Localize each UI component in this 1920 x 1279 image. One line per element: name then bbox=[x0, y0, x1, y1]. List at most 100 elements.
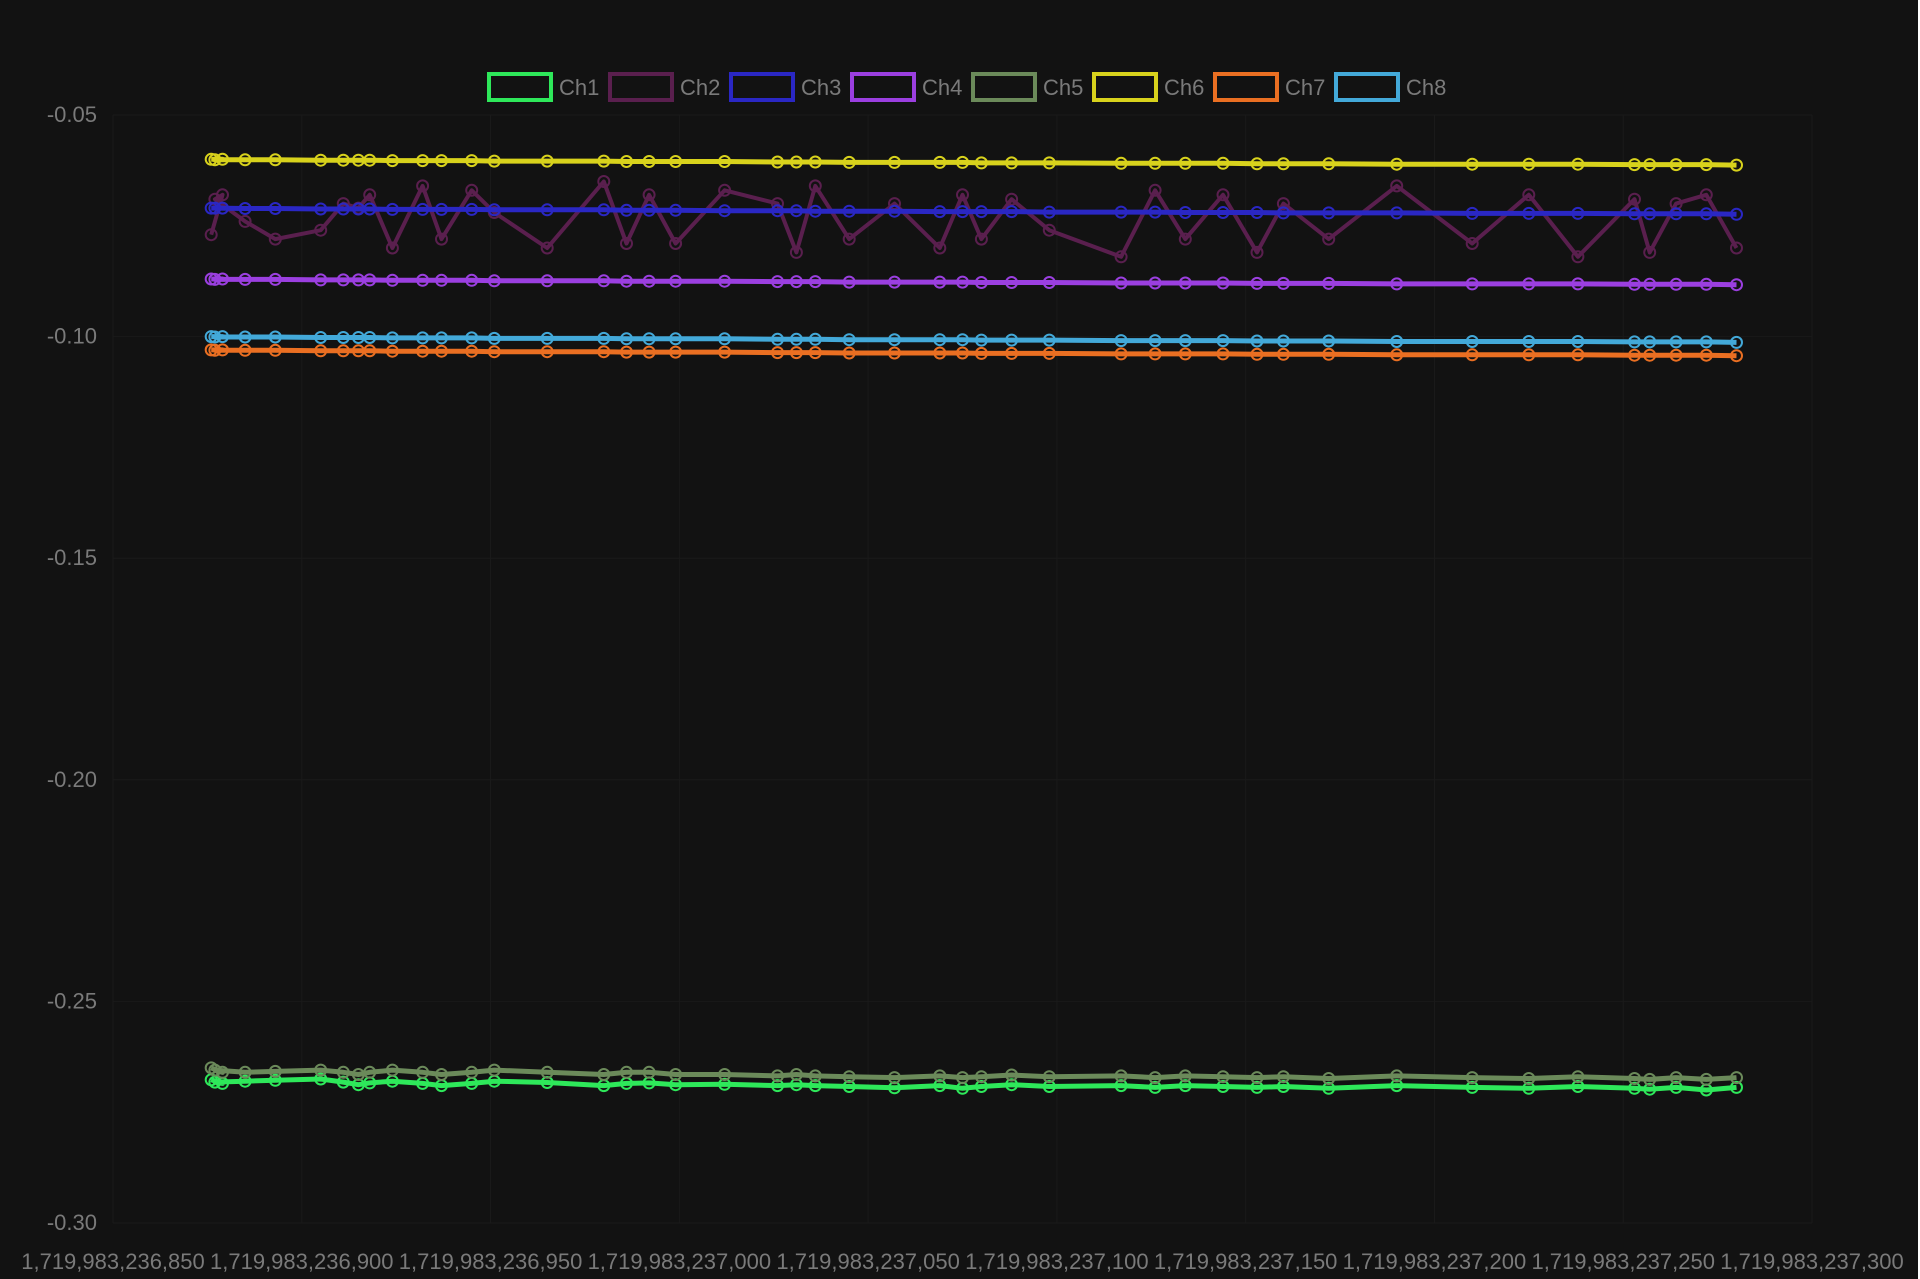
data-point bbox=[642, 1065, 656, 1079]
data-point bbox=[268, 232, 282, 246]
data-point bbox=[238, 202, 252, 215]
data-point bbox=[888, 155, 901, 169]
series-ch7 bbox=[204, 343, 1743, 363]
data-point bbox=[336, 153, 350, 167]
data-point bbox=[1114, 334, 1128, 348]
data-point bbox=[238, 153, 252, 167]
data-point bbox=[974, 205, 988, 219]
data-point bbox=[268, 272, 282, 286]
data-point bbox=[1322, 157, 1336, 171]
data-point bbox=[238, 1074, 252, 1088]
legend-swatch bbox=[487, 72, 553, 102]
legend-item-ch6[interactable]: Ch6 bbox=[1092, 72, 1204, 102]
data-point bbox=[1730, 278, 1743, 292]
legend-label: Ch3 bbox=[801, 75, 841, 100]
data-point bbox=[487, 331, 501, 345]
data-point bbox=[487, 154, 501, 168]
data-point bbox=[1669, 207, 1683, 221]
data-point bbox=[1322, 206, 1336, 220]
data-point bbox=[1178, 334, 1192, 348]
data-point bbox=[487, 345, 501, 359]
data-point bbox=[1216, 188, 1230, 202]
data-point bbox=[808, 1079, 822, 1093]
data-point bbox=[204, 228, 218, 242]
series-line bbox=[211, 347, 1737, 359]
data-point bbox=[1643, 335, 1657, 349]
x-tick-label: 1,719,983,237,000 bbox=[588, 1249, 772, 1274]
data-point bbox=[1669, 335, 1683, 349]
data-point bbox=[268, 343, 282, 357]
data-point bbox=[1465, 335, 1479, 348]
data-point bbox=[808, 179, 822, 193]
legend-item-ch2[interactable]: Ch2 bbox=[608, 72, 720, 102]
legend-swatch bbox=[608, 72, 674, 102]
data-point bbox=[540, 274, 554, 288]
data-point bbox=[974, 1080, 988, 1093]
data-point bbox=[669, 274, 683, 288]
data-point bbox=[808, 275, 822, 289]
data-point bbox=[216, 152, 229, 166]
data-point bbox=[435, 344, 448, 358]
data-point bbox=[1005, 1068, 1019, 1082]
data-point bbox=[1730, 241, 1743, 255]
data-point bbox=[789, 245, 803, 259]
legend-item-ch3[interactable]: Ch3 bbox=[729, 72, 841, 102]
data-point bbox=[1522, 1072, 1536, 1085]
legend-item-ch4[interactable]: Ch4 bbox=[850, 72, 962, 102]
x-tick-label: 1,719,983,237,300 bbox=[1720, 1249, 1904, 1274]
legend-label: Ch7 bbox=[1285, 75, 1325, 100]
x-tick-label: 1,719,983,237,150 bbox=[1154, 1249, 1338, 1274]
data-point bbox=[314, 331, 328, 344]
data-point bbox=[669, 155, 683, 168]
data-point bbox=[1216, 276, 1230, 290]
data-point bbox=[540, 345, 554, 359]
data-point bbox=[363, 188, 377, 202]
data-point bbox=[888, 346, 901, 360]
legend[interactable]: Ch1 Ch2 Ch3 Ch4 Ch5 Ch6 Ch7 Ch8 bbox=[487, 72, 1446, 102]
data-point bbox=[1571, 1080, 1585, 1093]
data-point bbox=[465, 183, 479, 197]
data-point bbox=[1571, 206, 1585, 220]
legend-item-ch1[interactable]: Ch1 bbox=[487, 72, 599, 102]
legend-item-ch7[interactable]: Ch7 bbox=[1213, 72, 1325, 102]
data-point bbox=[1628, 192, 1641, 206]
data-point bbox=[1628, 1081, 1641, 1095]
data-point bbox=[465, 202, 479, 216]
data-point bbox=[238, 1065, 252, 1079]
data-point bbox=[1322, 347, 1336, 361]
data-point bbox=[1178, 1079, 1192, 1093]
data-point bbox=[669, 203, 683, 217]
data-point bbox=[465, 331, 479, 345]
data-point bbox=[268, 330, 282, 344]
data-point bbox=[363, 202, 377, 216]
legend-label: Ch8 bbox=[1406, 75, 1446, 100]
data-point bbox=[1114, 1079, 1128, 1093]
data-point bbox=[1669, 158, 1683, 172]
data-point bbox=[540, 1065, 554, 1079]
data-point bbox=[1730, 1071, 1743, 1085]
data-point bbox=[314, 1072, 328, 1086]
legend-item-ch8[interactable]: Ch8 bbox=[1334, 72, 1446, 102]
data-point bbox=[1465, 237, 1479, 250]
legend-item-ch5[interactable]: Ch5 bbox=[971, 72, 1083, 102]
data-point bbox=[1390, 335, 1404, 348]
x-tick-label: 1,719,983,237,250 bbox=[1531, 1249, 1715, 1274]
legend-label: Ch2 bbox=[680, 75, 720, 100]
data-point bbox=[597, 154, 611, 168]
data-point bbox=[1276, 1070, 1290, 1084]
data-point bbox=[1042, 205, 1056, 219]
data-point bbox=[540, 203, 554, 217]
data-point bbox=[435, 154, 448, 168]
data-point bbox=[718, 332, 732, 346]
data-point bbox=[771, 1069, 784, 1083]
data-point bbox=[1250, 1071, 1264, 1085]
data-point bbox=[416, 273, 430, 287]
legend-swatch bbox=[850, 72, 916, 102]
data-point bbox=[789, 275, 803, 289]
data-point bbox=[1390, 206, 1404, 220]
data-point bbox=[956, 333, 969, 347]
data-point bbox=[1465, 1080, 1479, 1094]
data-point bbox=[1005, 156, 1019, 170]
data-point bbox=[1178, 232, 1192, 246]
data-point bbox=[216, 1065, 229, 1079]
